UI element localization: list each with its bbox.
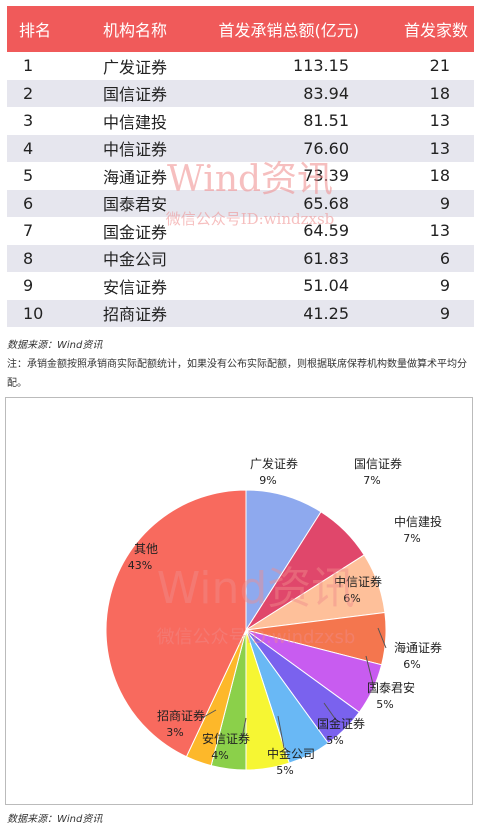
table-row: 1 广发证券 113.15 21	[7, 52, 474, 80]
slice-label: 中信建投	[394, 514, 442, 529]
name-cell: 广发证券	[103, 57, 168, 77]
leader-line	[377, 627, 387, 649]
pie-chart: 广发证券 9% 国信证券 7% 中信建投 7% 中信证券 6% 海通证券 6% 国泰君安 5% 国金证券…	[105, 456, 442, 777]
name-cell: 中信证券	[103, 140, 168, 160]
count-cell: 13	[429, 221, 450, 241]
table-row: 5 海通证券 73.39 18	[7, 162, 474, 190]
count-cell: 21	[429, 56, 450, 76]
slice-percent: 5%	[276, 764, 293, 777]
count-cell: 18	[429, 83, 450, 103]
header-count: 首发家数	[403, 21, 468, 40]
rank-cell: 8	[23, 248, 34, 268]
slice-label: 其他	[134, 542, 158, 556]
watermark-wechat: 微信公众号ID:windzxsb	[157, 627, 356, 648]
slice-percent: 7%	[363, 474, 380, 487]
amount-cell: 73.39	[303, 166, 349, 186]
name-cell: 国泰君安	[103, 195, 168, 215]
table-row: 3 中信建投 81.51 13	[7, 107, 474, 135]
name-cell: 国信证券	[103, 85, 168, 105]
amount-cell: 64.59	[303, 221, 349, 241]
header-rank: 排名	[19, 21, 52, 40]
pie-chart-frame: 广发证券 9% 国信证券 7% 中信建投 7% 中信证券 6% 海通证券 6% 国泰君安 5% 国金证券…	[5, 397, 473, 805]
rank-cell: 5	[23, 166, 34, 186]
pie-slice	[105, 489, 247, 758]
slice-percent: 6%	[403, 658, 420, 671]
rank-cell: 10	[23, 303, 44, 323]
header-name: 机构名称	[103, 21, 168, 40]
source-top: 数据来源：Wind资讯	[7, 340, 103, 351]
table-row: 6 国泰君安 65.68 9	[7, 189, 474, 217]
slice-label: 海通证券	[394, 640, 442, 655]
rank-cell: 3	[23, 111, 34, 131]
rank-cell: 2	[23, 83, 34, 103]
slice-label: 广发证券	[250, 456, 298, 471]
rank-cell: 9	[23, 276, 34, 296]
leader-line	[323, 702, 337, 721]
count-cell: 13	[429, 138, 450, 158]
amount-cell: 65.68	[303, 193, 349, 213]
header-amount: 首发承销总额(亿元)	[218, 21, 360, 40]
slice-percent: 7%	[403, 532, 420, 545]
watermark-brand: Wind资讯	[157, 563, 356, 614]
slice-percent: 4%	[211, 749, 228, 762]
table-row: 2 国信证券 83.94 18	[7, 79, 474, 107]
count-cell: 9	[439, 193, 450, 213]
table-row: 7 国金证券 64.59 13	[7, 217, 474, 245]
table-row: 4 中信证券 76.60 13	[7, 134, 474, 162]
table-row: 10 招商证券 41.25 9	[7, 299, 474, 327]
slice-label: 中信证券	[334, 574, 382, 589]
pie-slice	[245, 489, 322, 632]
amount-cell: 81.51	[303, 111, 349, 131]
name-cell: 中信建投	[103, 112, 168, 132]
amount-cell: 113.15	[293, 56, 349, 76]
slice-label: 国金证券	[317, 716, 365, 731]
table-row: 8 中金公司 61.83 6	[7, 244, 474, 272]
slice-label: 国泰君安	[367, 680, 415, 695]
count-cell: 9	[439, 276, 450, 296]
name-cell: 招商证券	[103, 305, 168, 325]
count-cell: 6	[439, 248, 450, 268]
rank-cell: 4	[23, 138, 34, 158]
count-cell: 18	[429, 166, 450, 186]
leader-line	[201, 709, 217, 719]
table-row: 9 安信证券 51.04 9	[7, 272, 474, 300]
rank-cell: 7	[23, 221, 34, 241]
leader-line	[241, 717, 247, 739]
name-cell: 国金证券	[103, 222, 168, 242]
table-header: 排名 机构名称 首发承销总额(亿元) 首发家数	[7, 6, 474, 52]
amount-cell: 51.04	[303, 276, 349, 296]
slice-label: 国信证券	[354, 456, 402, 471]
name-cell: 海通证券	[103, 167, 168, 187]
count-cell: 13	[429, 111, 450, 131]
amount-cell: 41.25	[303, 303, 349, 323]
slice-percent: 6%	[343, 592, 360, 605]
name-cell: 安信证券	[103, 277, 168, 297]
note-text: 注：承销金额按照承销商实际配额统计，如果没有公布实际配额，则根据联席保荐机构数量…	[7, 359, 467, 389]
slice-label: 安信证券	[202, 731, 250, 746]
rank-cell: 6	[23, 193, 34, 213]
name-cell: 中金公司	[103, 250, 168, 270]
slice-label: 中金公司	[267, 746, 315, 761]
amount-cell: 83.94	[303, 83, 349, 103]
count-cell: 9	[439, 303, 450, 323]
slice-percent: 9%	[259, 474, 276, 487]
leader-line	[277, 715, 285, 749]
amount-cell: 61.83	[303, 248, 349, 268]
slice-label: 招商证券	[157, 708, 205, 723]
leader-line	[365, 655, 375, 689]
amount-cell: 76.60	[303, 138, 349, 158]
source-bottom: 数据来源：Wind资讯	[7, 814, 103, 825]
rank-cell: 1	[23, 56, 34, 76]
slice-percent: 43%	[128, 559, 152, 572]
ranking-table: 排名 机构名称 首发承销总额(亿元) 首发家数 1 广发证券 113.15 21 2 国信…	[7, 6, 474, 327]
slice-percent: 3%	[166, 726, 183, 739]
slice-percent: 5%	[376, 698, 393, 711]
slice-percent: 5%	[326, 734, 343, 747]
